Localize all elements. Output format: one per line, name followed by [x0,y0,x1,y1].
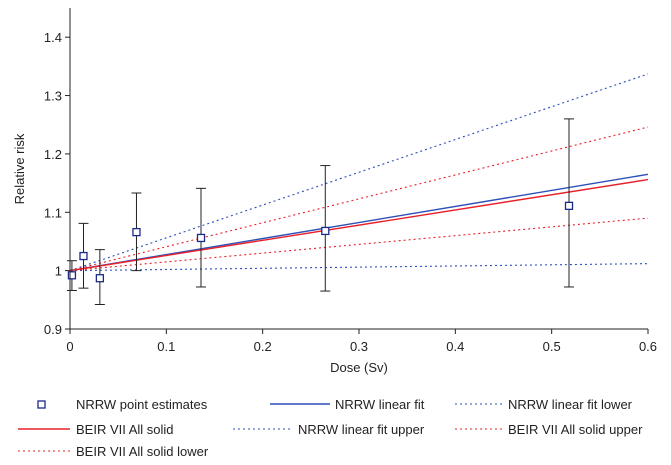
x-tick-label: 0.3 [350,339,368,354]
x-tick-label: 0 [66,339,73,354]
x-tick-label: 0.4 [446,339,464,354]
legend-item: NRRW linear fit upper [233,422,425,437]
series-line-beir-vii-all-solid-upper [69,126,649,272]
errorbar-layer [66,118,575,305]
point-estimate-marker [564,201,574,211]
x-tick-label: 0.1 [157,339,175,354]
tick-layer: 0 0.1 0.2 0.3 0.4 0.5 0.6 0.9 1 1.1 1.2 1.3 1.4 [44,30,657,354]
series-line-nrrw-linear-fit-lower [69,263,649,272]
y-axis-label: Relative risk [12,133,27,204]
point-layer [67,201,574,283]
point-estimate-marker [67,271,77,280]
x-tick-label: 0.2 [254,339,272,354]
legend-item: BEIR VII All solid [18,422,174,437]
point-estimate-marker [79,251,88,261]
legend-marker-square [37,400,46,409]
legend-label: BEIR VII All solid lower [76,444,209,459]
legend-label: BEIR VII All solid upper [508,422,643,437]
series-line-beir-vii-all-solid [69,178,649,272]
x-axis-label: Dose (Sv) [330,360,388,375]
legend-item: NRRW linear fit [270,397,425,412]
legend-item: NRRW linear fit lower [455,397,633,412]
y-tick-label: 1.2 [44,147,62,162]
x-tick-label: 0.5 [543,339,561,354]
point-estimate-marker [95,274,105,283]
series-line-nrrw-linear-fit-upper [69,73,649,272]
series-layer [69,73,649,272]
point-estimate-marker [196,233,206,243]
legend-label: NRRW point estimates [76,397,208,412]
legend-item: BEIR VII All solid upper [455,422,643,437]
legend-label: NRRW linear fit lower [508,397,633,412]
legend-label: NRRW linear fit upper [298,422,425,437]
point-estimate-marker [132,227,141,237]
x-tick-label: 0.6 [639,339,657,354]
legend-label: NRRW linear fit [335,397,425,412]
y-tick-label: 1.1 [44,205,62,220]
legend: NRRW point estimates NRRW linear fit NRRW … [18,397,643,459]
legend-item: BEIR VII All solid lower [18,444,209,459]
legend-item: NRRW point estimates [37,397,208,412]
y-tick-label: 1 [55,264,62,279]
legend-label: BEIR VII All solid [76,422,174,437]
series-line-beir-vii-all-solid-lower [69,217,649,272]
y-tick-label: 0.9 [44,322,62,337]
point-estimate-marker [321,226,330,236]
axis-layer [69,8,648,330]
series-line-nrrw-linear-fit [69,173,649,272]
y-tick-label: 1.3 [44,89,62,104]
y-tick-label: 1.4 [44,30,62,45]
